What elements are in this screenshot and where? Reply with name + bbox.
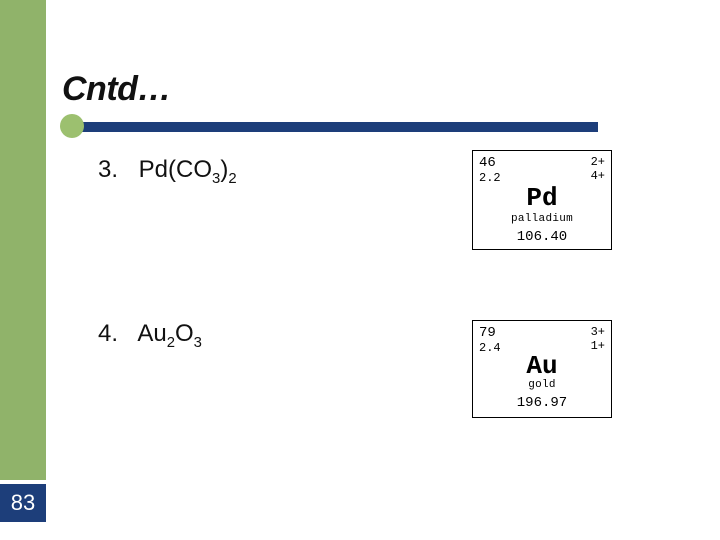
formula-sub: 2 <box>228 171 236 187</box>
atomic-number: 46 <box>479 155 496 171</box>
atomic-mass: 106.40 <box>473 229 611 245</box>
page-number: 83 <box>0 484 46 522</box>
oxidation-state: 4+ <box>591 169 605 183</box>
item-number: 4. <box>98 320 132 348</box>
formula-sub: 3 <box>194 335 202 351</box>
oxidation-states: 3+ 1+ <box>591 325 605 353</box>
slide-title: Cntd… <box>62 70 171 109</box>
sidebar-accent <box>0 0 46 480</box>
oxidation-states: 2+ 4+ <box>591 155 605 183</box>
element-symbol: Pd <box>473 183 611 213</box>
element-symbol: Au <box>473 351 611 381</box>
oxidation-state: 3+ <box>591 325 605 339</box>
atomic-number: 79 <box>479 325 496 341</box>
formula-part: Au <box>137 320 166 347</box>
rule-dot-icon <box>60 114 84 138</box>
formula-part: Pd(CO <box>139 156 212 183</box>
item-number: 3. <box>98 156 132 184</box>
rule-bar <box>82 122 598 132</box>
slide: 83 Cntd… 3. Pd(CO3)2 4. Au2O3 46 2.2 2+ … <box>0 0 720 540</box>
element-card-pd: 46 2.2 2+ 4+ Pd palladium 106.40 <box>472 150 612 250</box>
title-rule <box>60 120 598 134</box>
oxidation-state: 2+ <box>591 155 605 169</box>
formula-sub: 2 <box>167 335 175 351</box>
element-name: palladium <box>473 213 611 225</box>
sidebar: 83 <box>0 0 46 540</box>
formula-part: O <box>175 320 194 347</box>
list-item-3: 3. Pd(CO3)2 <box>98 156 237 184</box>
atomic-mass: 196.97 <box>473 395 611 411</box>
element-card-au: 79 2.4 3+ 1+ Au gold 196.97 <box>472 320 612 418</box>
element-name: gold <box>473 379 611 391</box>
list-item-4: 4. Au2O3 <box>98 320 202 348</box>
